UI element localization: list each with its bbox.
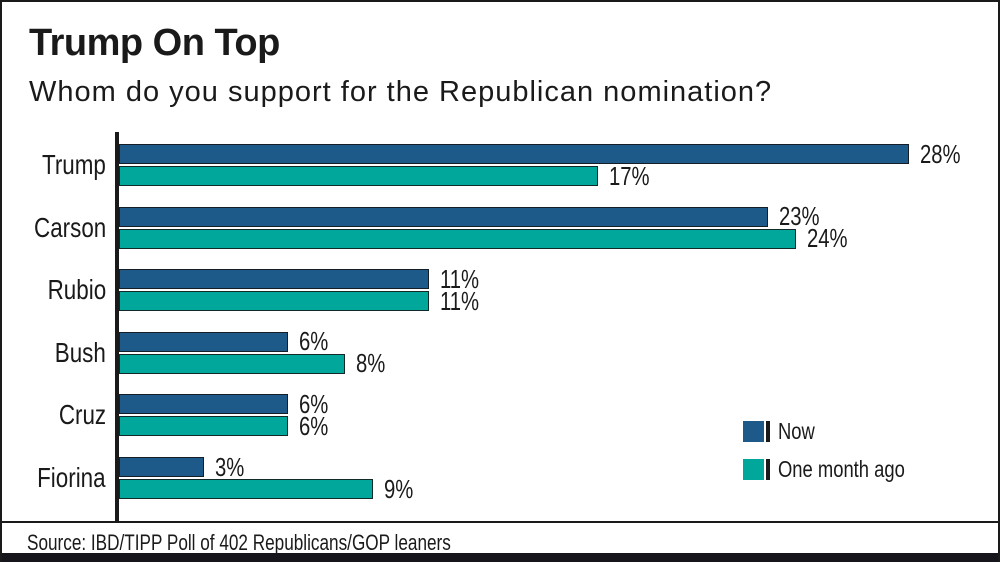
bar-now-trump (119, 144, 909, 164)
bar-one-month-ago-bush (119, 353, 345, 374)
source-divider-line (2, 521, 998, 523)
bar-now-rubio (119, 269, 430, 290)
legend-label-one-month-ago: One month ago (778, 456, 905, 482)
bottom-accent-bar (2, 553, 998, 562)
bar-one-month-ago-carson (119, 228, 796, 249)
page-title: Trump On Top (29, 22, 280, 64)
value-label-now-cruz: 6% (299, 388, 329, 419)
category-label-carson: Carson (33, 211, 106, 243)
legend-swatch-one-month-ago (743, 459, 764, 480)
value-label-now-bush: 6% (299, 326, 329, 357)
source-note: Source: IBD/TIPP Poll of 402 Republicans… (27, 530, 451, 555)
bar-now-carson (119, 206, 768, 227)
legend-tick-now (766, 421, 770, 442)
value-label-one-month-ago-rubio: 11% (440, 285, 480, 316)
bar-one-month-ago-cruz (119, 416, 289, 437)
legend-item-now: Now (743, 418, 937, 445)
category-label-fiorina: Fiorina (37, 462, 106, 493)
bar-now-fiorina (119, 457, 204, 477)
bar-now-cruz (119, 394, 289, 415)
value-label-now-carson: 23% (778, 201, 820, 232)
category-label-trump: Trump (42, 149, 106, 180)
category-label-bush: Bush (54, 336, 106, 368)
value-label-now-rubio: 11% (440, 263, 480, 294)
bar-one-month-ago-fiorina (119, 479, 373, 499)
value-label-one-month-ago-bush: 8% (355, 348, 385, 379)
legend-item-one-month-ago: One month ago (743, 456, 937, 483)
category-label-rubio: Rubio (47, 274, 106, 306)
value-label-one-month-ago-cruz: 6% (299, 410, 329, 441)
chart-plot-area: Trump 28% 17% Carson 23% 24% Rubio 11% 11% Bush 6%… (34, 132, 991, 523)
category-label-cruz: Cruz (58, 399, 106, 431)
bar-one-month-ago-trump (119, 166, 599, 186)
legend-swatch-now (743, 421, 764, 442)
value-label-one-month-ago-trump: 17% (609, 160, 650, 191)
chart-subtitle: Whom do you support for the Republican n… (29, 76, 773, 108)
value-label-now-trump: 28% (919, 138, 961, 169)
value-label-one-month-ago-fiorina: 9% (383, 473, 414, 504)
legend-label-now: Now (778, 418, 815, 444)
value-label-one-month-ago-carson: 24% (806, 223, 848, 254)
legend-tick-one-month-ago (766, 459, 770, 480)
bar-now-bush (119, 331, 289, 352)
bar-one-month-ago-rubio (119, 291, 430, 312)
chart-legend: Now One month ago (743, 418, 937, 494)
value-label-now-fiorina: 3% (214, 451, 244, 482)
